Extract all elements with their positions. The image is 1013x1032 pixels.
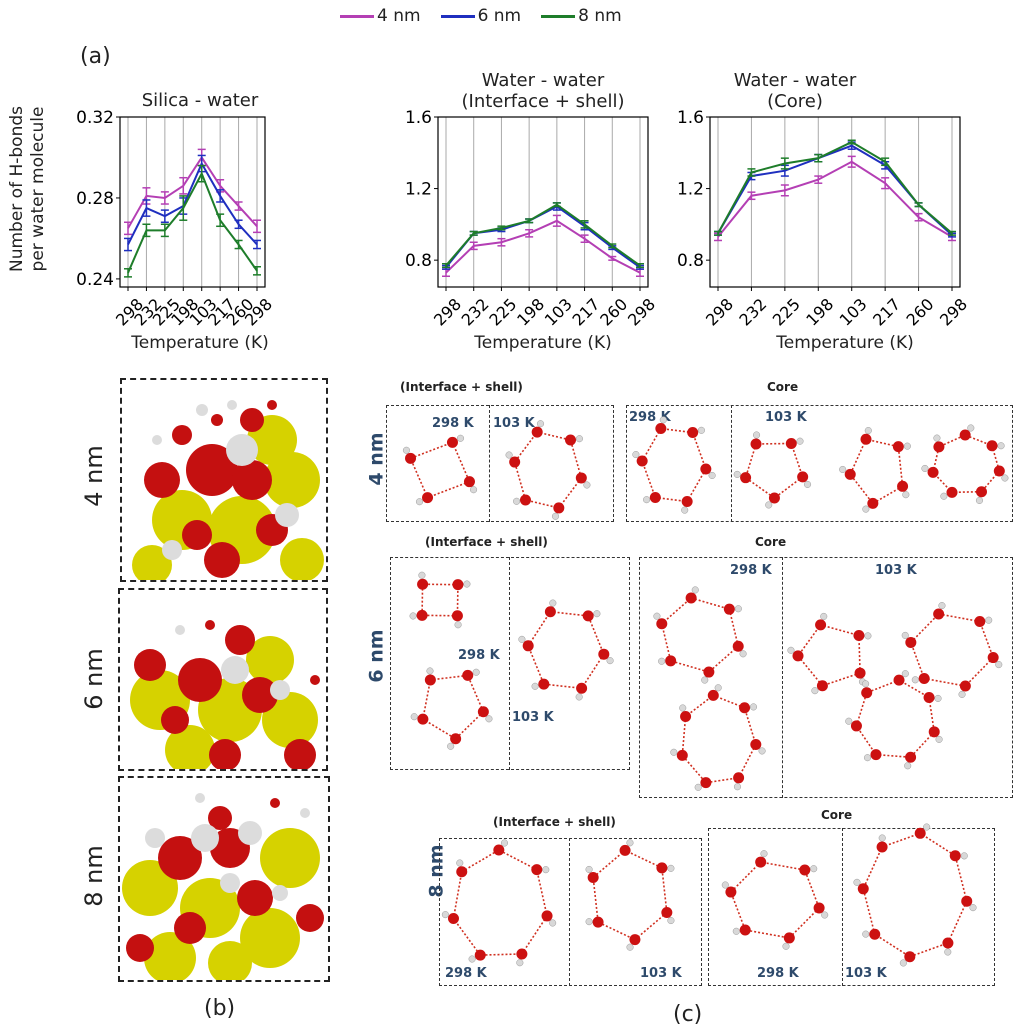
- temp-label-298: 298 K: [629, 410, 671, 425]
- axes-frame: [437, 116, 649, 288]
- x-tick-label: 198: [513, 295, 548, 330]
- temp-label-298: 298 K: [730, 563, 772, 578]
- box-8nm-interface: [439, 838, 702, 986]
- series-line: [717, 140, 953, 235]
- divider: [509, 557, 510, 770]
- divider: [842, 828, 843, 986]
- molecule-image: [132, 400, 324, 585]
- y-tick-label: 0.8: [677, 251, 704, 271]
- legend-label: 4 nm: [377, 6, 421, 26]
- x-tick-label: 260: [596, 295, 631, 330]
- molecule-image: [122, 793, 324, 985]
- x-tick-label: 225: [769, 295, 804, 330]
- box-4nm-core: [626, 405, 1013, 522]
- y-tick-label: 0.8: [405, 251, 432, 271]
- y-tick-label: 0.28: [76, 189, 114, 209]
- series-line: [445, 219, 641, 274]
- legend-swatch: [440, 14, 475, 18]
- series-line: [717, 144, 953, 236]
- legend-label: 6 nm: [477, 6, 522, 26]
- chart-1-xlabel: Temperature (K): [131, 333, 269, 353]
- panel-b-label: (b): [204, 996, 236, 1021]
- y-tick-label: 0.32: [76, 108, 114, 128]
- interface-shell-label: (Interface + shell): [400, 380, 523, 394]
- panel-b-row-4nm: 4 nm: [79, 445, 108, 507]
- legend-item-8nm: 8 nm: [541, 6, 622, 26]
- x-tick-label: 232: [458, 295, 493, 330]
- y-tick-label: 1.2: [677, 180, 704, 200]
- y-tick-label: 1.2: [405, 180, 432, 200]
- panel-a-label: (a): [80, 44, 111, 69]
- legend-item-4nm: 4 nm: [340, 6, 421, 26]
- divider: [489, 405, 490, 522]
- interface-shell-label: (Interface + shell): [425, 535, 548, 549]
- x-tick-label: 217: [869, 295, 904, 330]
- axes-frame: [709, 116, 961, 288]
- chart-3-xlabel: Temperature (K): [776, 333, 914, 353]
- core-label: Core: [767, 380, 799, 394]
- snapshot-8nm: [118, 776, 330, 985]
- panel-c-row-6nm: 6 nm: [365, 629, 388, 683]
- panel-b-row-8nm: 8 nm: [79, 845, 108, 907]
- divider: [782, 557, 783, 798]
- x-tick-label: 260: [903, 295, 938, 330]
- panel-c-label: (c): [673, 1002, 703, 1027]
- core-label: Core: [755, 535, 787, 549]
- chart-3-title: Water - water (Core): [733, 70, 857, 112]
- box-6nm-interface: [390, 557, 630, 770]
- x-tick-label: 232: [735, 295, 770, 330]
- temp-label-103: 103 K: [493, 416, 535, 431]
- temp-label-103: 103 K: [845, 966, 887, 981]
- chart-2-xlabel: Temperature (K): [474, 333, 612, 353]
- panel-c-row-4nm: 4 nm: [365, 432, 388, 486]
- series-line: [717, 160, 953, 238]
- interface-shell-label: (Interface + shell): [493, 815, 616, 829]
- y-tick-label: 0.24: [76, 270, 114, 290]
- core-label: Core: [821, 808, 853, 822]
- temp-label-298: 298 K: [445, 966, 487, 981]
- x-tick-label: 198: [802, 295, 837, 330]
- x-tick-label: 217: [569, 295, 604, 330]
- panel-b-row-6nm: 6 nm: [79, 648, 108, 710]
- temp-label-298: 298 K: [458, 648, 500, 663]
- chart-1-title: Silica - water: [141, 90, 259, 111]
- legend-swatch: [340, 14, 374, 18]
- y-tick-label: 1.6: [405, 108, 432, 128]
- temp-label-298: 298 K: [757, 966, 799, 981]
- temp-label-103: 103 K: [512, 710, 554, 725]
- box-4nm-interface: [386, 405, 614, 522]
- chart-2-title: Water - water (Interface + shell): [461, 70, 625, 112]
- molecule-image: [130, 620, 320, 775]
- box-6nm-core: [639, 557, 1013, 798]
- y-tick-label: 1.6: [677, 108, 704, 128]
- x-tick-label: 298: [624, 295, 659, 330]
- divider: [569, 838, 570, 986]
- legend-item-6nm: 6 nm: [440, 6, 522, 26]
- x-tick-label: 103: [836, 295, 871, 330]
- temp-label-298: 298 K: [432, 416, 474, 431]
- box-8nm-core: [708, 828, 995, 986]
- legend: 4 nm 6 nm 8 nm: [340, 6, 622, 26]
- series-line: [445, 203, 641, 267]
- x-tick-label: 225: [485, 295, 520, 330]
- x-tick-label: 298: [430, 295, 465, 330]
- legend-label: 8 nm: [578, 6, 622, 26]
- x-tick-label: 103: [541, 295, 576, 330]
- x-tick-label: 298: [936, 295, 971, 330]
- legend-swatch: [541, 14, 576, 18]
- divider: [731, 405, 732, 522]
- x-tick-label: 298: [702, 295, 737, 330]
- axes-frame: [119, 116, 266, 288]
- snapshot-6nm: [118, 588, 328, 775]
- snapshot-4nm: [120, 378, 328, 585]
- temp-label-103: 103 K: [875, 563, 917, 578]
- temp-label-103: 103 K: [640, 966, 682, 981]
- temp-label-103: 103 K: [765, 410, 807, 425]
